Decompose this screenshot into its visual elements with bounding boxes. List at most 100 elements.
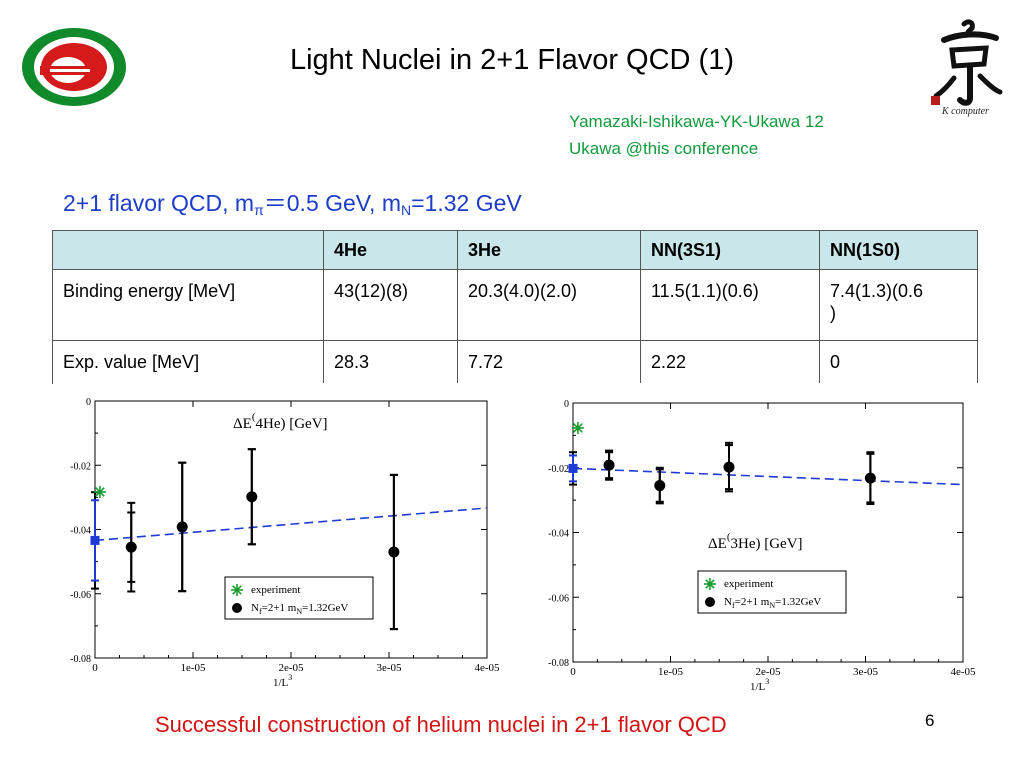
table-cell: Binding energy [MeV] <box>52 269 324 341</box>
params-sub-pi: π <box>254 202 264 218</box>
legend-lattice-marker <box>705 597 715 607</box>
params-pre: 2+1 flavor QCD, m <box>63 190 255 216</box>
fit-line <box>572 467 964 486</box>
slide-title: Light Nuclei in 2+1 Flavor QCD (1) <box>289 44 735 76</box>
plot-4he: 0 1e-05 2e-05 3e-05 4e-05 0 -0.02 -0.04 -0.06 -0.… <box>55 383 512 693</box>
extrapolated-point <box>568 451 578 486</box>
data-point <box>388 473 400 631</box>
params-sub-n: N <box>400 202 412 218</box>
data-point <box>125 501 137 593</box>
simulation-parameters: 2+1 flavor QCD, mπ＝0.5 GeV, mN=1.32 GeV <box>63 184 522 218</box>
table-header-cell: NN(1S0) <box>819 230 978 270</box>
legend-lattice-part: N <box>251 602 259 614</box>
experiment-star-ray <box>705 579 715 589</box>
legend-box <box>697 570 847 614</box>
legend-lattice-label: Nf=2+1 mN=1.32GeV <box>724 596 821 610</box>
data-marker <box>723 461 735 473</box>
legend-lattice-marker <box>232 603 242 613</box>
params-mid: ＝0.5 GeV, m <box>263 190 401 216</box>
data-marker <box>388 546 400 558</box>
data-point <box>654 466 666 505</box>
plot-title-part: 3He) [GeV] <box>730 536 802 552</box>
data-point <box>603 449 615 481</box>
y-tick-label: -0.08 <box>70 654 91 665</box>
table-header-cell <box>52 230 324 270</box>
binding-energy-table: 4He 3He NN(3S1) NN(1S0) Binding energy [… <box>52 230 978 390</box>
plot-title: ΔE(3He) [GeV] <box>708 531 803 552</box>
data-marker <box>603 459 615 471</box>
logo-left <box>22 28 126 106</box>
data-marker <box>654 480 666 492</box>
y-tick-label: -0.04 <box>548 529 569 540</box>
plot-title: ΔE(4He) [GeV] <box>233 411 328 432</box>
data-point <box>176 461 188 593</box>
table-header-row: 4He 3He NN(3S1) NN(1S0) <box>52 230 978 270</box>
x-axis-label: 1/L3 <box>750 677 769 693</box>
params-post: =1.32 GeV <box>411 190 522 216</box>
table-cell: Exp. value [MeV] <box>52 340 324 390</box>
legend-experiment-label: experiment <box>724 578 773 590</box>
page-number: 6 <box>925 711 935 730</box>
data-marker <box>176 521 188 533</box>
x-tick-label: 4e-05 <box>474 662 500 674</box>
legend-lattice-part: =1.32GeV <box>302 602 348 614</box>
extrapolated-marker <box>90 535 100 545</box>
plot-4he-svg: 0 1e-05 2e-05 3e-05 4e-05 0 -0.02 -0.04 -0.06 -0.… <box>70 397 500 689</box>
x-tick-label: 1e-05 <box>658 666 684 678</box>
legend-lattice-part: =2+1 m <box>735 596 770 608</box>
legend-lattice-label: Nf=2+1 mN=1.32GeV <box>251 602 348 616</box>
legend-lattice-part: =1.32GeV <box>775 596 821 608</box>
data-marker <box>864 472 876 484</box>
x-tick-label: 1e-05 <box>180 662 206 674</box>
legend-experiment-marker <box>231 584 243 596</box>
y-tick-label: -0.08 <box>548 658 569 669</box>
legend-lattice-sub: N <box>296 607 302 616</box>
x-tick-label: 0 <box>92 662 98 674</box>
experiment-marker <box>571 421 584 434</box>
y-tick-label: -0.06 <box>70 590 91 601</box>
plot-3he: 0 1e-05 2e-05 3e-05 4e-05 0 -0.02 -0.04 -0.06 -0.… <box>533 383 988 693</box>
y-tick-label: 0 <box>86 397 91 408</box>
legend-experiment-label: experiment <box>251 584 300 596</box>
y-tick-label: 0 <box>564 399 569 410</box>
table-cell: 20.3(4.0)(2.0) <box>457 269 641 341</box>
x-tick-label: 4e-05 <box>950 666 976 678</box>
x-tick-label: 0 <box>570 666 576 678</box>
x-tick-label: 3e-05 <box>853 666 879 678</box>
plot-frame <box>572 402 964 663</box>
data-marker <box>246 491 258 503</box>
legend-lattice-part: N <box>724 596 732 608</box>
x-tick-label: 2e-05 <box>278 662 304 674</box>
x-axis-label: 1/L3 <box>273 673 292 689</box>
plot-title-part: 4He) [GeV] <box>255 416 327 432</box>
table-row: Binding energy [MeV] 43(12)(8) 20.3(4.0)… <box>52 269 978 341</box>
y-tick-label: -0.06 <box>548 593 569 604</box>
extrapolated-point <box>90 491 100 590</box>
experiment-marker <box>93 485 106 498</box>
experiment-star-ray <box>232 585 242 595</box>
data-point <box>246 448 258 546</box>
x-axis-label-exponent: 3 <box>288 673 292 682</box>
extrapolated-marker <box>568 463 578 473</box>
plot-title-superscript: ( <box>727 531 731 543</box>
x-tick-label: 2e-05 <box>755 666 781 678</box>
fit-line <box>94 507 488 542</box>
data-marker <box>125 541 137 553</box>
legend-lattice-sub: f <box>259 607 262 616</box>
table-cell: 43(12)(8) <box>323 269 458 341</box>
data-point <box>864 451 876 506</box>
table-header-cell: NN(3S1) <box>640 230 820 270</box>
plot-title-superscript: ( <box>252 411 256 423</box>
logo-right-caption: K computer <box>941 106 989 117</box>
legend-lattice-part: =2+1 m <box>262 602 297 614</box>
legend-experiment-marker <box>704 578 716 590</box>
legend-lattice-sub: N <box>769 601 775 610</box>
reference-line-2: Ukawa @this conference <box>569 139 759 158</box>
plot-title-part: ΔE <box>233 416 252 432</box>
reference-line-1: Yamazaki-Ishikawa-YK-Ukawa 12 <box>569 112 824 131</box>
table-cell: 7.4(1.3)(0.6 ) <box>819 269 978 341</box>
legend-box <box>224 576 374 620</box>
legend-lattice-sub: f <box>732 601 735 610</box>
